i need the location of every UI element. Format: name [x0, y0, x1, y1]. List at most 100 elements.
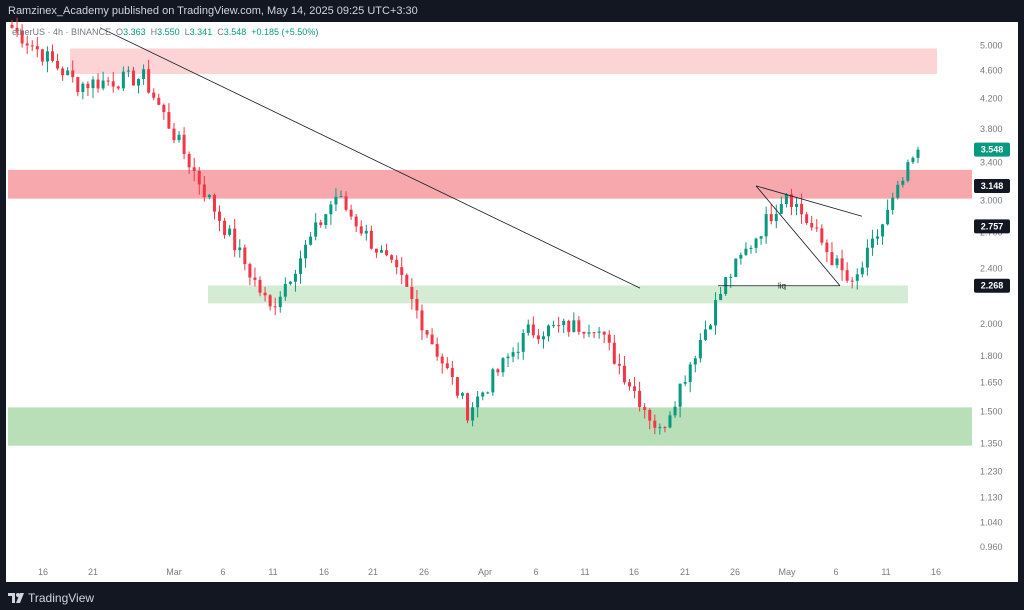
candle-body — [906, 162, 910, 181]
candle-body — [364, 230, 368, 234]
candle-body — [876, 236, 880, 239]
candle-body — [607, 334, 611, 343]
candle-body — [744, 248, 748, 255]
candle-body — [309, 236, 313, 245]
candle-body — [121, 71, 125, 89]
candle-body — [268, 295, 272, 307]
candle-body — [800, 203, 804, 215]
candle-body — [481, 392, 485, 397]
candle-body — [460, 393, 464, 396]
candle-body — [207, 194, 211, 198]
candle-body — [850, 280, 854, 282]
price-label: 3.548 — [981, 145, 1004, 155]
candle-body — [435, 344, 439, 357]
candle-body — [238, 247, 242, 251]
candle-body — [693, 358, 697, 365]
candle-body — [643, 407, 647, 410]
candle-body — [288, 281, 292, 284]
candle-body — [40, 49, 44, 62]
low-label: L — [184, 27, 190, 37]
low-value: 3.341 — [189, 27, 213, 37]
resistance-zone — [70, 48, 937, 75]
x-tick-label: 21 — [88, 567, 98, 577]
candle-body — [253, 277, 257, 280]
candle-body — [379, 250, 383, 253]
candle-body — [855, 274, 859, 281]
candle-body — [202, 184, 206, 198]
y-tick-label: 1.500 — [980, 406, 1003, 416]
candle-body — [881, 224, 885, 237]
candle-body — [258, 279, 262, 293]
candle-body — [319, 222, 323, 226]
footer-brand[interactable]: TradingView — [28, 591, 95, 605]
candle-body — [45, 51, 49, 62]
candle-body — [577, 320, 581, 332]
y-tick-label: 1.350 — [980, 438, 1003, 448]
candle-body — [714, 300, 718, 326]
trendline — [99, 27, 641, 289]
candle-body — [663, 427, 667, 429]
flag-upper-line — [755, 185, 863, 217]
candle-body — [329, 204, 333, 215]
x-tick-label: 6 — [533, 567, 538, 577]
candle-body — [633, 386, 637, 391]
candle-body — [678, 383, 682, 407]
candle-body — [374, 248, 378, 253]
candle-body — [820, 228, 824, 243]
candle-body — [385, 250, 389, 256]
candle-body — [299, 258, 303, 274]
high-label: H — [150, 27, 158, 37]
candle-body — [35, 46, 39, 50]
candle-body — [587, 332, 591, 334]
candle-body — [916, 149, 920, 158]
candle-body — [673, 406, 677, 416]
candle-body — [795, 203, 799, 207]
candle-body — [552, 325, 556, 327]
candle-body — [688, 364, 692, 382]
candle-body — [830, 252, 834, 266]
candle-body — [698, 339, 702, 359]
open-label: O — [116, 27, 124, 37]
candle-body — [359, 226, 363, 234]
y-tick-label: 3.800 — [980, 124, 1003, 134]
candle-body — [450, 368, 454, 378]
candle-body — [131, 70, 135, 86]
candle-body — [668, 415, 672, 428]
candle-body — [567, 320, 571, 332]
candle-body — [243, 247, 247, 265]
candle-body — [703, 329, 707, 340]
flag-lower-line — [755, 185, 841, 286]
candle-body — [749, 247, 753, 249]
y-tick-label: 1.800 — [980, 351, 1003, 361]
candle-body — [739, 254, 743, 259]
candle-body — [273, 306, 277, 308]
y-tick-label: 1.230 — [980, 467, 1003, 477]
publish-line: Ramzinex_Academy published on TradingVie… — [8, 5, 418, 17]
candle-body — [91, 79, 95, 89]
candle-body — [25, 43, 29, 46]
candle-body — [410, 286, 414, 299]
candle-body — [283, 283, 287, 297]
candle-body — [445, 363, 449, 369]
candle-body — [162, 104, 166, 113]
candle-body — [187, 153, 191, 168]
x-tick-label: Mar — [166, 567, 182, 577]
candle-body — [223, 220, 227, 235]
candle-body — [506, 356, 510, 359]
candle-body — [627, 382, 631, 387]
x-tick-label: 6 — [833, 567, 838, 577]
candle-body — [516, 351, 520, 353]
candle-body — [784, 194, 788, 205]
support-zone — [8, 407, 972, 446]
candle-body — [15, 27, 19, 31]
x-tick-label: 26 — [419, 567, 429, 577]
tradingview-logo-icon — [8, 593, 24, 603]
candle-body — [845, 270, 849, 281]
y-tick-label: 3.400 — [980, 158, 1003, 168]
candle-body — [486, 392, 490, 394]
ohlc-legend: etherUS · 4h · BINANCE O3.363 H3.550 L3.… — [12, 27, 318, 37]
y-tick-label: 4.200 — [980, 93, 1003, 103]
candle-body — [789, 194, 793, 207]
candle-body — [233, 228, 237, 251]
